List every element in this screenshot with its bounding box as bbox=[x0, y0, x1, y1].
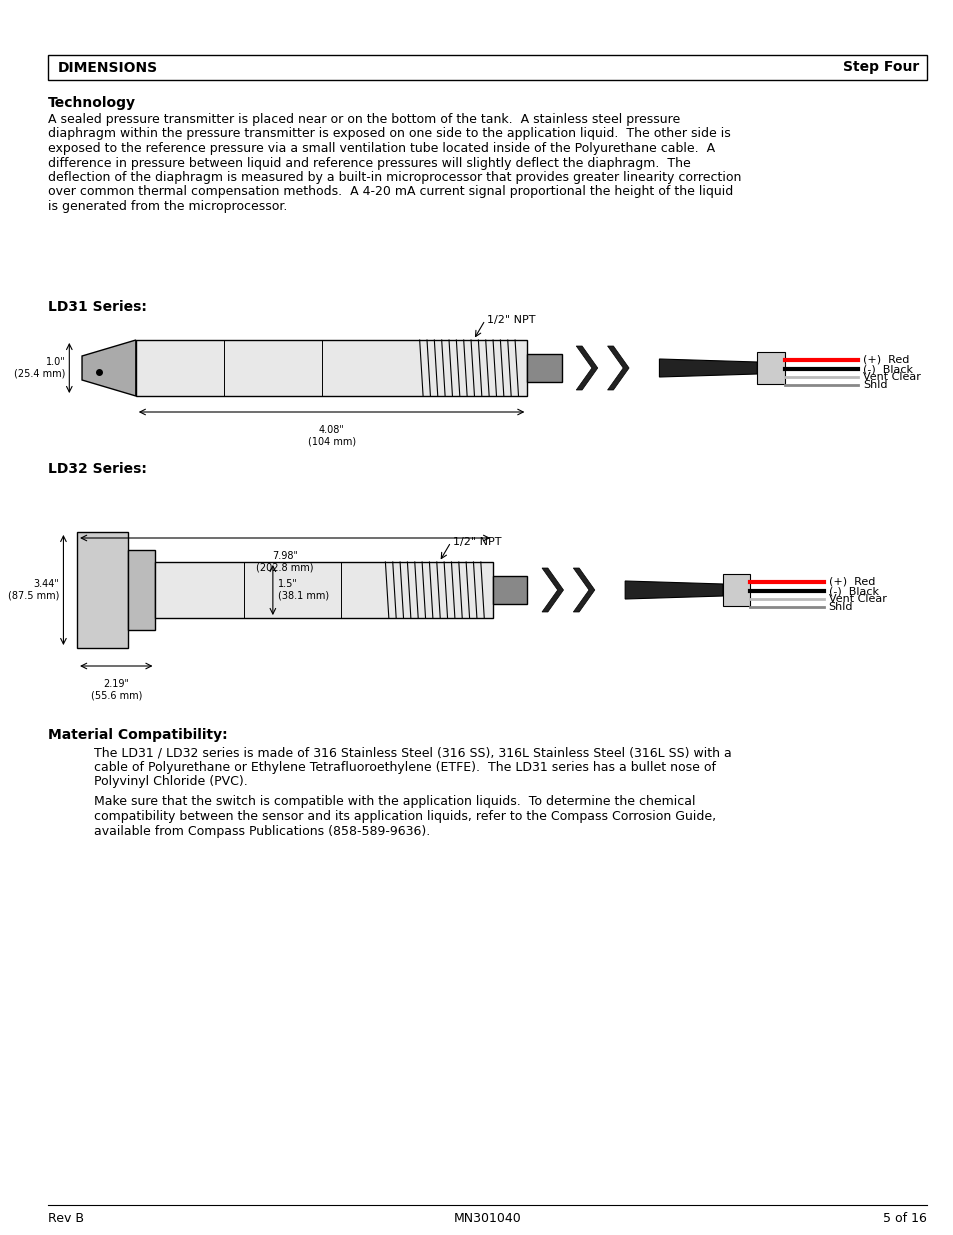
Bar bbox=[48, 56, 925, 80]
Polygon shape bbox=[82, 340, 135, 396]
Polygon shape bbox=[576, 346, 598, 390]
Text: LD32 Series:: LD32 Series: bbox=[48, 462, 147, 475]
Text: Shld: Shld bbox=[828, 601, 852, 613]
Text: 3.44"
(87.5 mm): 3.44" (87.5 mm) bbox=[9, 579, 59, 600]
Text: (-)  Black: (-) Black bbox=[862, 364, 912, 374]
Text: Shld: Shld bbox=[862, 380, 886, 390]
Text: LD31 Series:: LD31 Series: bbox=[48, 300, 147, 314]
Text: available from Compass Publications (858-589-9636).: available from Compass Publications (858… bbox=[93, 825, 430, 837]
Bar bbox=[527, 354, 561, 382]
Text: Make sure that the switch is compatible with the application liquids.  To determ: Make sure that the switch is compatible … bbox=[93, 795, 695, 809]
Polygon shape bbox=[607, 346, 628, 390]
Text: 2.19"
(55.6 mm): 2.19" (55.6 mm) bbox=[91, 679, 142, 700]
Text: cable of Polyurethane or Ethylene Tetrafluoroethylene (ETFE).  The LD31 series h: cable of Polyurethane or Ethylene Tetraf… bbox=[93, 761, 715, 773]
Text: 7.98"
(202.8 mm): 7.98" (202.8 mm) bbox=[256, 551, 314, 573]
Text: 4.08"
(104 mm): 4.08" (104 mm) bbox=[307, 425, 355, 447]
Text: diaphragm within the pressure transmitter is exposed on one side to the applicat: diaphragm within the pressure transmitte… bbox=[48, 127, 730, 141]
Text: 1.0"
(25.4 mm): 1.0" (25.4 mm) bbox=[14, 357, 66, 379]
Text: DIMENSIONS: DIMENSIONS bbox=[57, 61, 157, 74]
Polygon shape bbox=[541, 568, 563, 613]
Text: 1/2" NPT: 1/2" NPT bbox=[453, 537, 501, 547]
Text: compatibility between the sensor and its application liquids, refer to the Compa: compatibility between the sensor and its… bbox=[93, 810, 715, 823]
Text: MN301040: MN301040 bbox=[453, 1212, 520, 1224]
Bar bbox=[155, 562, 493, 618]
Text: Step Four: Step Four bbox=[841, 61, 918, 74]
Text: The LD31 / LD32 series is made of 316 Stainless Steel (316 SS), 316L Stainless S: The LD31 / LD32 series is made of 316 St… bbox=[93, 746, 731, 760]
Text: Vent Clear: Vent Clear bbox=[828, 594, 885, 604]
Text: difference in pressure between liquid and reference pressures will slightly defl: difference in pressure between liquid an… bbox=[48, 157, 690, 169]
Polygon shape bbox=[624, 580, 722, 599]
Text: Material Compatibility:: Material Compatibility: bbox=[48, 727, 227, 742]
Bar bbox=[128, 550, 155, 630]
Text: exposed to the reference pressure via a small ventilation tube located inside of: exposed to the reference pressure via a … bbox=[48, 142, 714, 156]
Text: Polyvinyl Chloride (PVC).: Polyvinyl Chloride (PVC). bbox=[93, 776, 247, 788]
Text: over common thermal compensation methods.  A 4-20 mA current signal proportional: over common thermal compensation methods… bbox=[48, 185, 732, 199]
Polygon shape bbox=[659, 359, 757, 377]
Text: (+)  Red: (+) Red bbox=[862, 354, 908, 366]
Text: is generated from the microprocessor.: is generated from the microprocessor. bbox=[48, 200, 287, 212]
Text: 1/2" NPT: 1/2" NPT bbox=[487, 315, 536, 325]
Bar bbox=[77, 532, 128, 648]
Bar bbox=[722, 574, 750, 606]
Text: A sealed pressure transmitter is placed near or on the bottom of the tank.  A st: A sealed pressure transmitter is placed … bbox=[48, 112, 679, 126]
Bar bbox=[757, 352, 784, 384]
Text: deflection of the diaphragm is measured by a built-in microprocessor that provid: deflection of the diaphragm is measured … bbox=[48, 170, 740, 184]
Text: 5 of 16: 5 of 16 bbox=[882, 1212, 925, 1224]
Text: Technology: Technology bbox=[48, 96, 135, 110]
Text: Vent Clear: Vent Clear bbox=[862, 372, 920, 382]
Text: (+)  Red: (+) Red bbox=[828, 577, 874, 587]
Bar bbox=[493, 576, 527, 604]
Bar bbox=[135, 340, 527, 396]
Text: Rev B: Rev B bbox=[48, 1212, 84, 1224]
Polygon shape bbox=[573, 568, 595, 613]
Text: (-)  Black: (-) Black bbox=[828, 585, 878, 597]
Text: 1.5"
(38.1 mm): 1.5" (38.1 mm) bbox=[277, 579, 329, 600]
